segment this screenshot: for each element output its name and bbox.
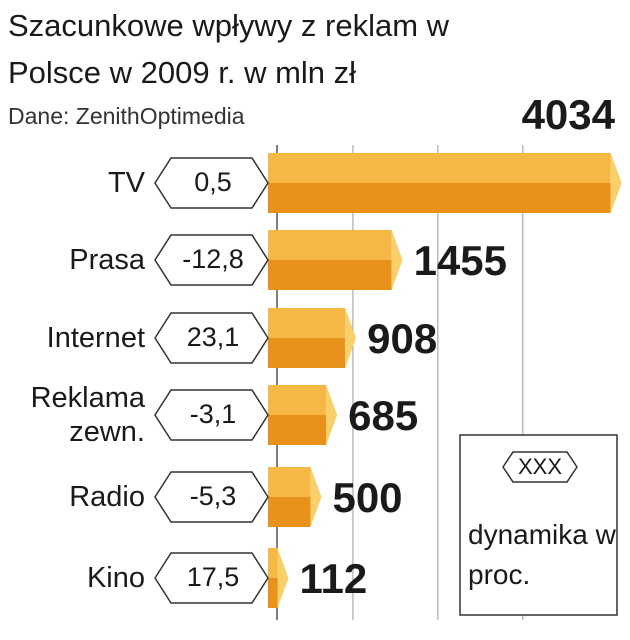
bar-top bbox=[268, 153, 611, 183]
value-label: 112 bbox=[300, 555, 368, 602]
value-label: 1455 bbox=[414, 237, 507, 284]
change-badge bbox=[154, 234, 269, 286]
change-badge bbox=[154, 471, 269, 523]
category-label: TV bbox=[107, 167, 145, 199]
change-label: -3,1 bbox=[190, 399, 237, 429]
bar-top bbox=[268, 548, 278, 578]
chart-subtitle: Dane: ZenithOptimedia bbox=[8, 103, 245, 129]
bar-bottom bbox=[268, 415, 327, 445]
bar bbox=[268, 548, 289, 608]
bar bbox=[268, 467, 322, 527]
category-label: Kino bbox=[86, 562, 145, 594]
change-label: 17,5 bbox=[187, 562, 240, 592]
value-label: 4034 bbox=[522, 91, 616, 138]
bar-cap bbox=[391, 230, 403, 290]
legend-hexagon bbox=[502, 451, 578, 483]
change-badge bbox=[154, 312, 269, 364]
bar-bottom bbox=[268, 183, 611, 213]
change-label: -5,3 bbox=[190, 481, 237, 511]
bar-top bbox=[268, 385, 327, 415]
change-badge bbox=[154, 157, 269, 209]
chart-title: Szacunkowe wpływy z reklam w Polsce w 20… bbox=[8, 8, 450, 90]
bar-top bbox=[268, 308, 346, 338]
bar-top bbox=[268, 467, 311, 497]
change-badge bbox=[154, 389, 269, 441]
change-label: -12,8 bbox=[182, 244, 244, 274]
change-label: 23,1 bbox=[187, 322, 240, 352]
bar bbox=[268, 230, 403, 290]
bar-cap bbox=[310, 467, 322, 527]
value-label: 908 bbox=[367, 315, 437, 362]
bar-top bbox=[268, 230, 392, 260]
category-label: Reklama zewn. bbox=[30, 382, 145, 448]
value-label: 685 bbox=[348, 392, 418, 439]
value-label: 500 bbox=[332, 474, 402, 521]
change-label: 0,5 bbox=[194, 167, 232, 197]
category-label: Prasa bbox=[69, 244, 145, 276]
bar-bottom bbox=[268, 338, 346, 368]
legend-sample: XXX bbox=[518, 454, 562, 479]
bar bbox=[268, 153, 622, 213]
bar-bottom bbox=[268, 578, 278, 608]
bar bbox=[268, 308, 357, 368]
bar-cap bbox=[345, 308, 357, 368]
category-label: Internet bbox=[46, 322, 145, 354]
bar-cap bbox=[610, 153, 622, 213]
bar-cap bbox=[326, 385, 338, 445]
bar-cap bbox=[277, 548, 289, 608]
bar-bottom bbox=[268, 497, 311, 527]
category-label: Radio bbox=[69, 481, 145, 513]
change-badge bbox=[154, 552, 269, 604]
bar-bottom bbox=[268, 260, 392, 290]
legend-label: dynamika w proc. bbox=[468, 519, 616, 590]
bar bbox=[268, 385, 338, 445]
